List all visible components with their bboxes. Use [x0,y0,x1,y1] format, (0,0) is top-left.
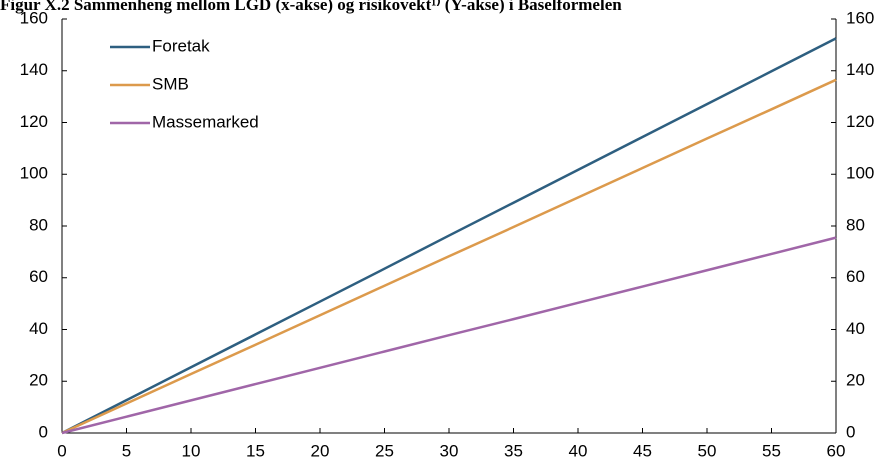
y-tick-label: 140 [20,60,48,79]
series-line [61,236,837,435]
y2-tick-label: 60 [846,267,865,286]
x-tick-label: 5 [122,441,131,460]
y-tick-label: 60 [29,267,48,286]
x-tick-label: 0 [57,441,66,460]
y2-tick-label: 20 [846,371,865,390]
x-tick-label: 35 [504,441,523,460]
y-tick-label: 160 [20,8,48,27]
x-tick-label: 40 [569,441,588,460]
y2-tick-label: 160 [846,8,874,27]
x-tick-label: 45 [633,441,652,460]
y2-tick-label: 0 [846,422,855,441]
y-tick-label: 20 [29,371,48,390]
x-tick-label: 10 [182,441,201,460]
y-tick-label: 0 [39,422,48,441]
y-tick-label: 80 [29,215,48,234]
x-tick-label: 15 [246,441,265,460]
series-line [61,78,837,435]
legend-label: Massemarked [152,112,259,131]
chart-title: Figur X.2 Sammenheng mellom LGD (x-akse)… [0,0,622,14]
y-tick-label: 120 [20,112,48,131]
y-tick-label: 40 [29,319,48,338]
x-tick-label: 50 [698,441,717,460]
y-tick-label: 100 [20,164,48,183]
y2-tick-label: 40 [846,319,865,338]
x-tick-label: 55 [762,441,781,460]
legend-label: Foretak [152,36,210,55]
legend-label: SMB [152,74,189,93]
y2-tick-label: 140 [846,60,874,79]
x-tick-label: 30 [440,441,459,460]
y2-tick-label: 120 [846,112,874,131]
x-tick-label: 25 [375,441,394,460]
y2-tick-label: 80 [846,215,865,234]
series-line [61,37,837,435]
x-tick-label: 60 [827,441,846,460]
x-tick-label: 20 [311,441,330,460]
y2-tick-label: 100 [846,164,874,183]
